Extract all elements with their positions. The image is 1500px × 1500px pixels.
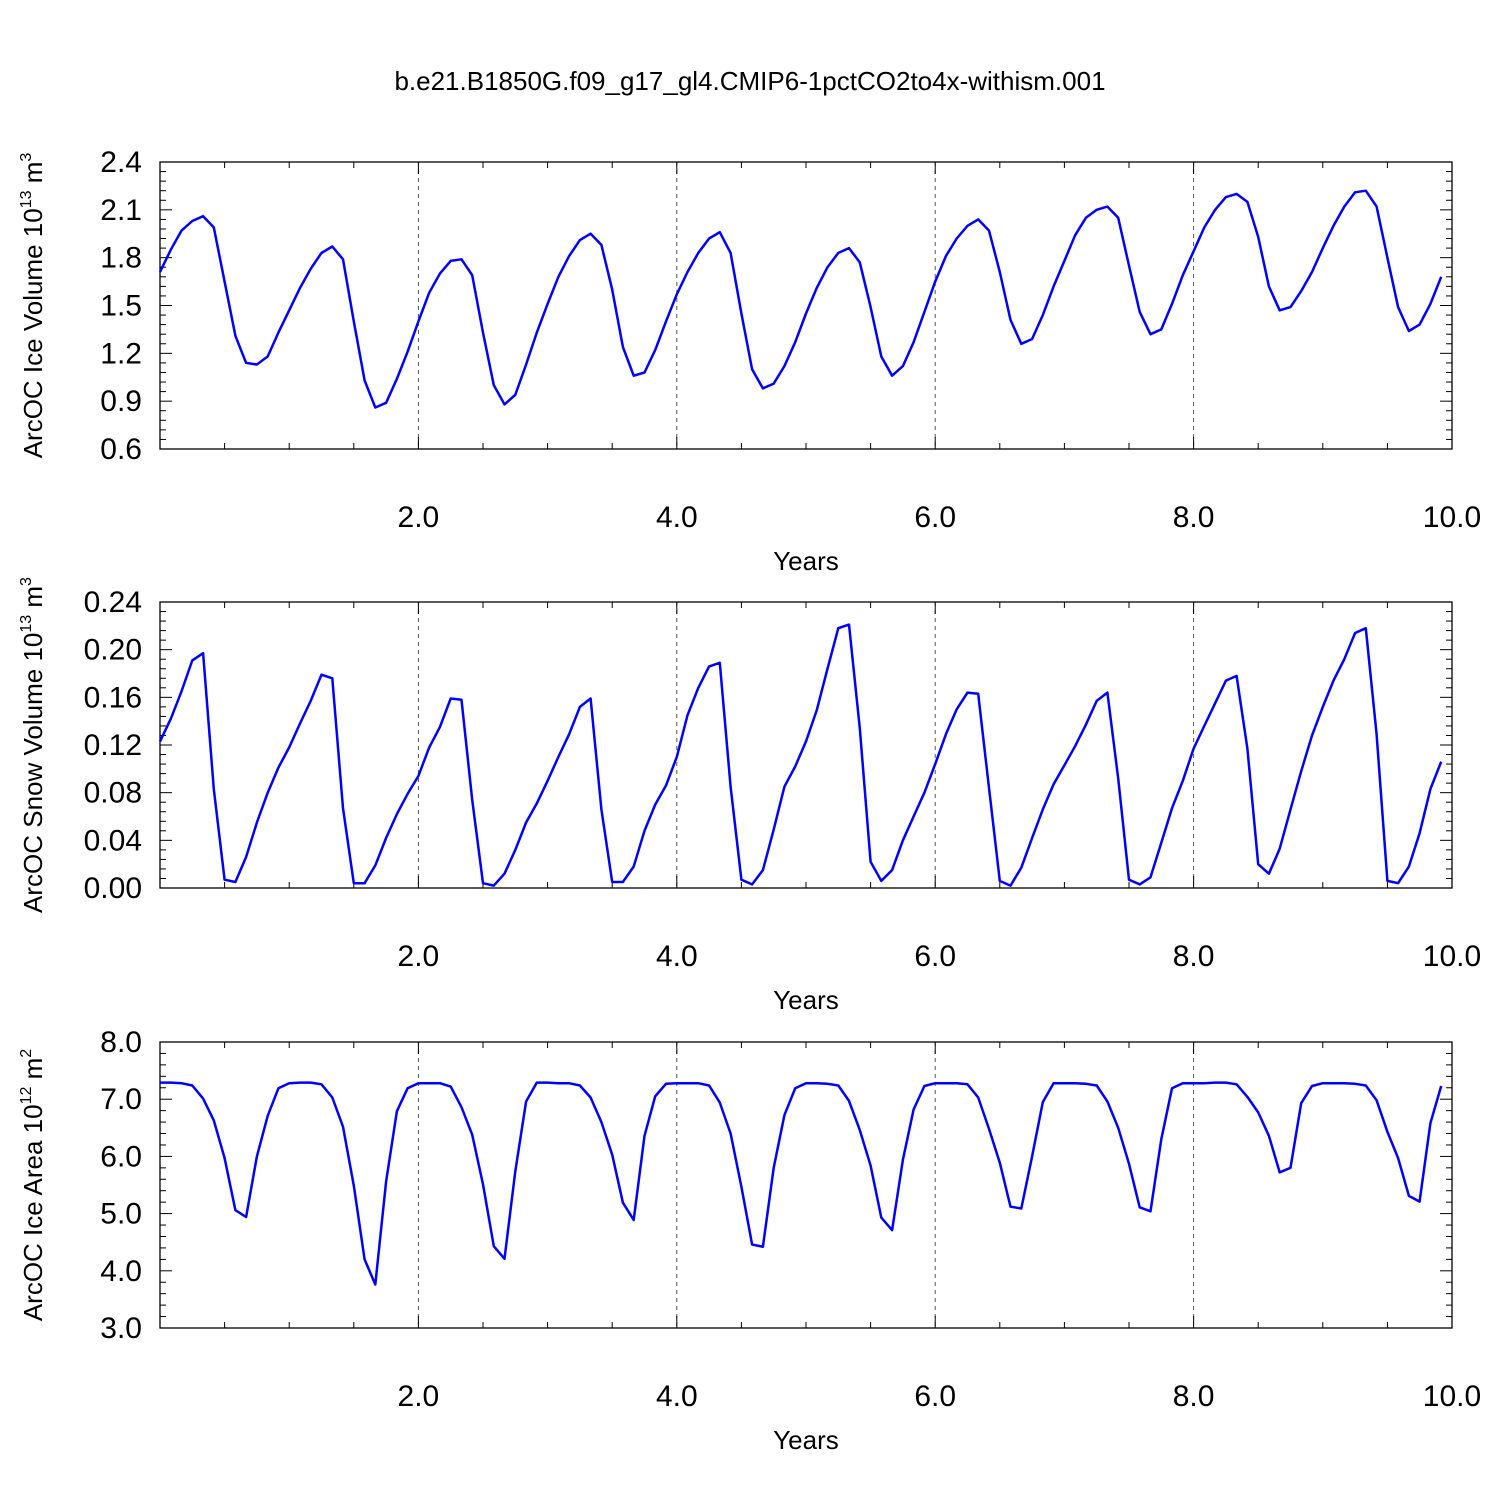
y-axis-label: ArcOC Snow Volume 1013 m3: [18, 577, 48, 913]
x-tick-label: 8.0: [1173, 1380, 1215, 1413]
figure-title: b.e21.B1850G.f09_g17_gl4.CMIP6-1pctCO2to…: [394, 66, 1106, 96]
y-axis-label: ArcOC Ice Volume 1013 m3: [18, 153, 48, 459]
series-line: [158, 623, 1443, 887]
y-tick-label: 2.4: [100, 146, 142, 179]
y-tick-label: 1.8: [100, 242, 142, 275]
y-axis-label: ArcOC Ice Area 1012 m2: [18, 1049, 48, 1321]
chart-panel-2: 0.00 0.04 0.08 0.12 0.16 0.20 0.24 2.0 4.0 6.0 8.0…: [18, 577, 1481, 1015]
chart-panel-1: 0.6 0.9 1.2 1.5 1.8 2.1 2.4 2.0 4.0 6.0 8.0 10.0 Yea…: [18, 146, 1481, 576]
y-tick-label: 1.2: [100, 337, 142, 370]
x-tick-label: 2.0: [398, 1380, 440, 1413]
x-tick-label: 4.0: [656, 940, 698, 973]
y-tick-label: 3.0: [100, 1312, 142, 1345]
y-tick-label: 0.16: [84, 681, 142, 714]
y-tick-label: 4.0: [100, 1255, 142, 1288]
y-tick-label: 6.0: [100, 1140, 142, 1173]
x-tick-label: 6.0: [914, 1380, 956, 1413]
x-axis-label: Years: [773, 546, 839, 576]
y-tick-label: 8.0: [100, 1026, 142, 1059]
plot-frame: [159, 161, 1453, 450]
series-line: [160, 1081, 1443, 1286]
x-tick-label: 10.0: [1423, 1380, 1481, 1413]
x-tick-label: 6.0: [914, 940, 956, 973]
x-tick-label: 2.0: [398, 501, 440, 534]
x-tick-label: 2.0: [398, 940, 440, 973]
x-axis-label: Years: [773, 1425, 839, 1455]
x-tick-label: 8.0: [1173, 501, 1215, 534]
y-tick-label: 0.08: [84, 777, 142, 810]
y-tick-label: 5.0: [100, 1198, 142, 1231]
y-tick-label: 0.04: [84, 824, 142, 857]
y-tick-label: 1.5: [100, 290, 142, 323]
y-tick-label: 0.9: [100, 385, 142, 418]
chart-panel-3: 3.0 4.0 5.0 6.0 7.0 8.0 2.0 4.0 6.0 8.0 10.0 Years A…: [18, 1026, 1481, 1455]
x-tick-label: 4.0: [656, 501, 698, 534]
y-tick-label: 7.0: [100, 1083, 142, 1116]
x-tick-label: 10.0: [1423, 940, 1481, 973]
y-tick-label: 0.24: [84, 586, 142, 619]
x-tick-label: 10.0: [1423, 501, 1481, 534]
y-tick-label: 0.20: [84, 634, 142, 667]
plot-frame: [159, 601, 1453, 889]
series-line: [158, 189, 1443, 409]
x-tick-label: 6.0: [914, 501, 956, 534]
x-tick-label: 4.0: [656, 1380, 698, 1413]
y-tick-label: 0.12: [84, 729, 142, 762]
x-axis-label: Years: [773, 985, 839, 1015]
y-tick-label: 0.6: [100, 433, 142, 466]
x-tick-label: 8.0: [1173, 940, 1215, 973]
y-tick-label: 0.00: [84, 872, 142, 905]
y-tick-label: 2.1: [100, 194, 142, 227]
